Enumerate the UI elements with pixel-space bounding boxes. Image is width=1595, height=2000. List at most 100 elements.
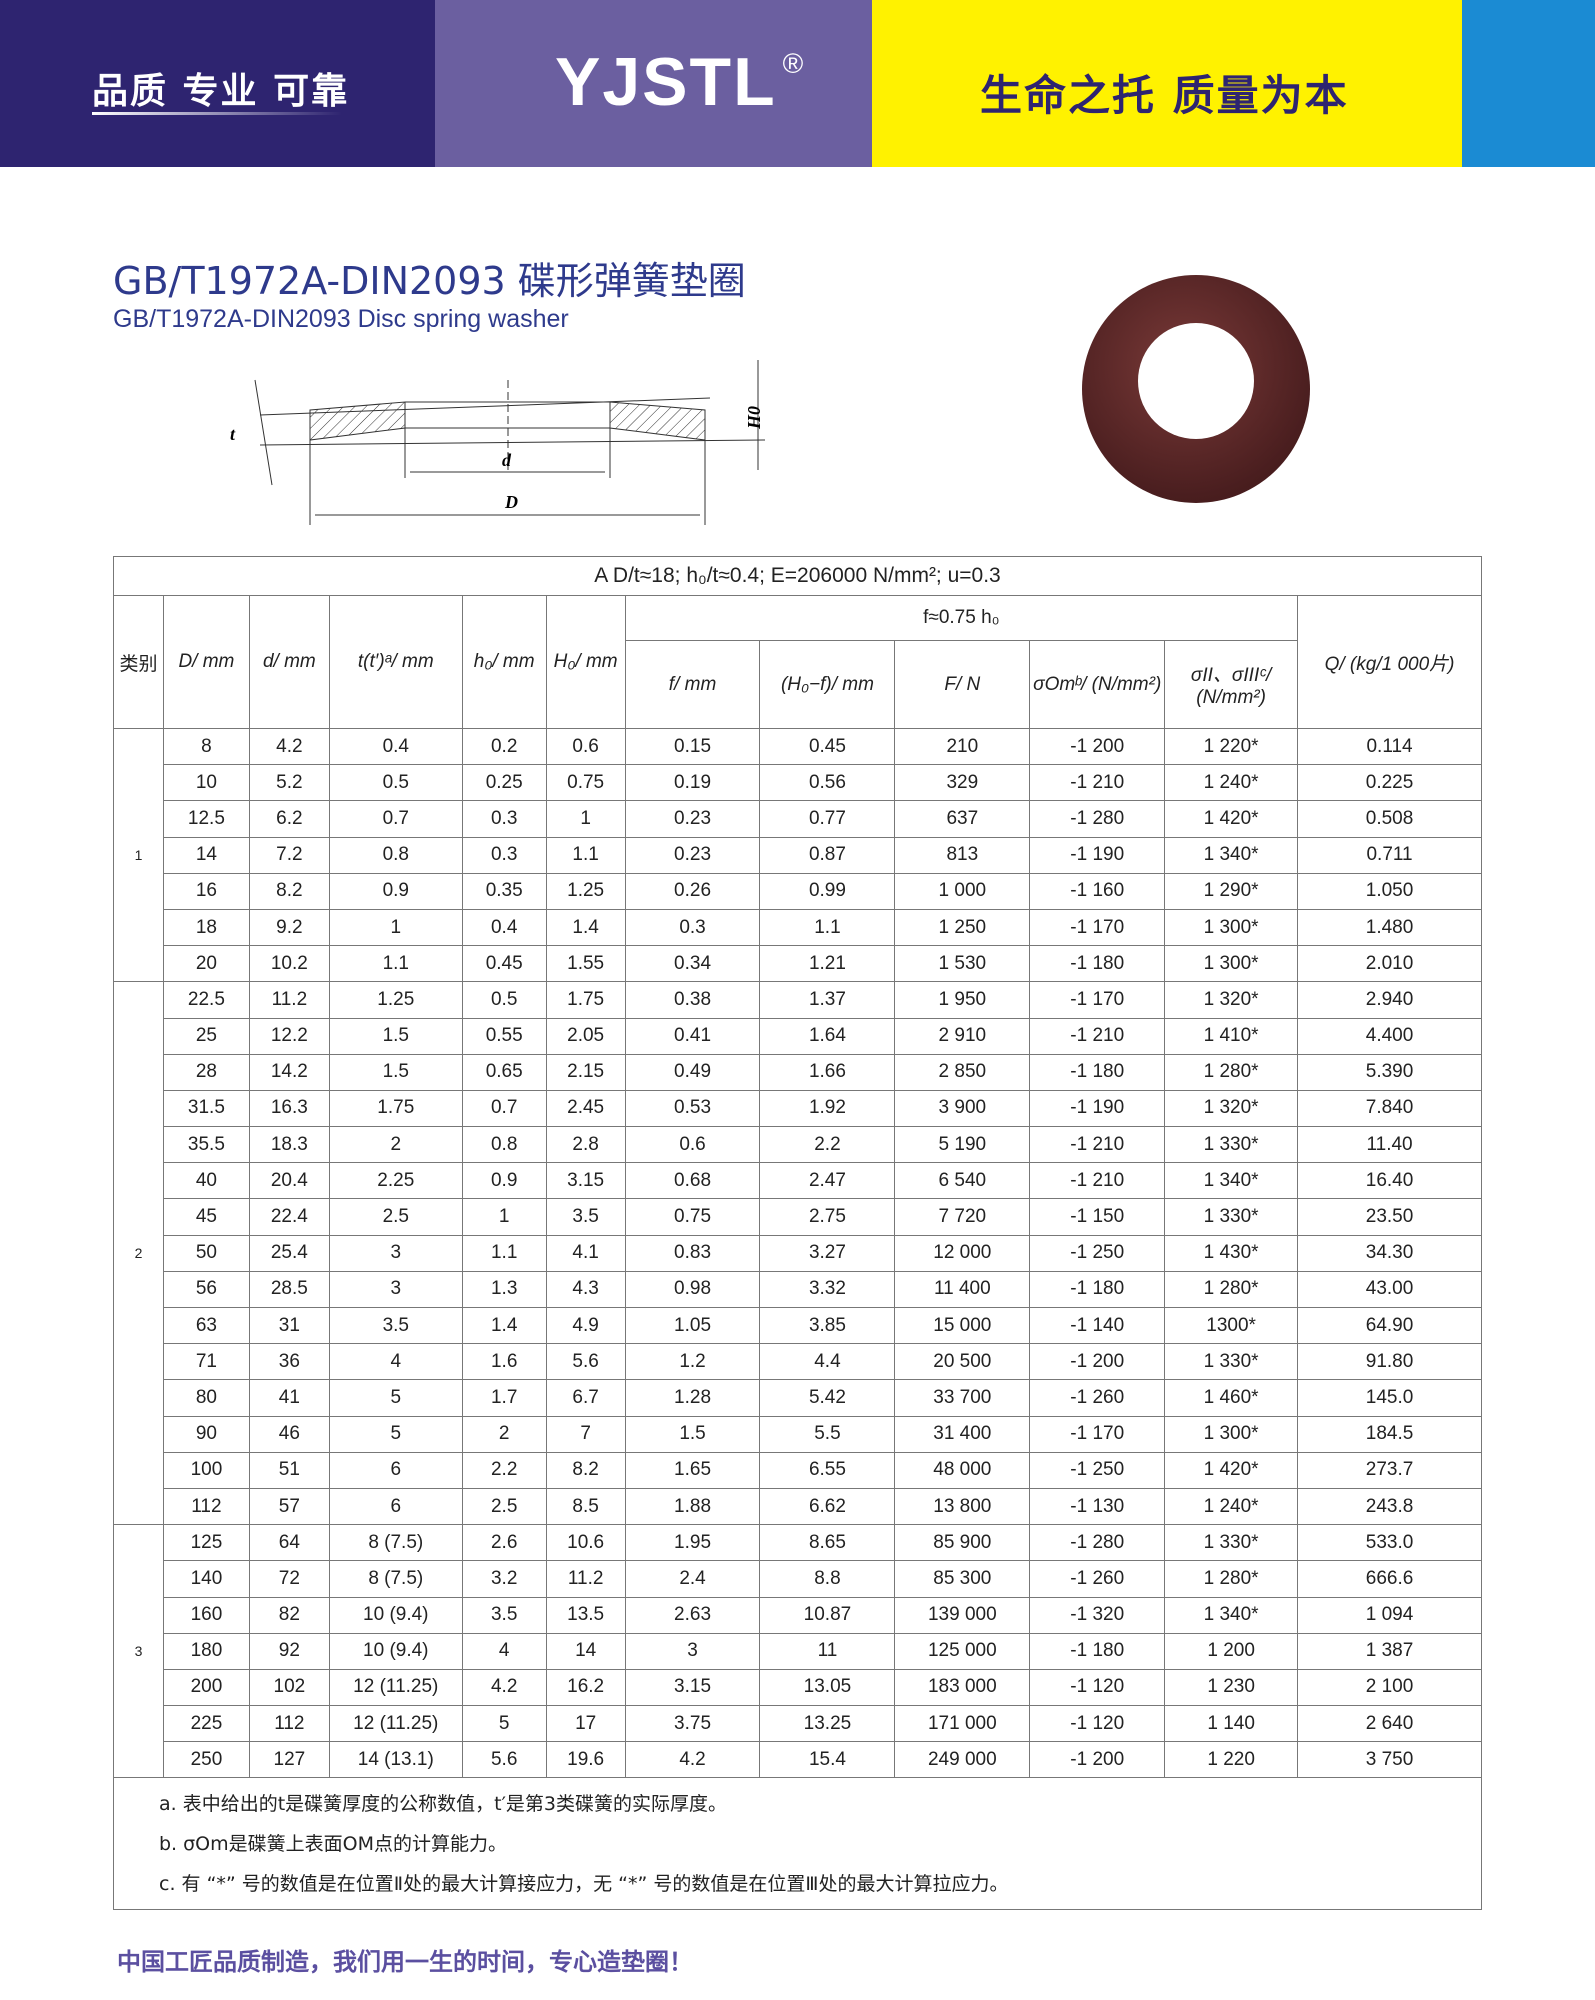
table-cell: 0.8 [461,1126,547,1164]
table-cell: 0.25 [461,764,547,802]
table-row: 63 31 3.5 1.4 4.9 1.05 3.85 15 000 -1 140 1300* 64… [114,1306,1482,1345]
col-header: D/ mm [162,595,250,729]
table-row: 14 7.2 0.8 0.3 1.1 0.23 0.87 813 -1 190 1 340* 0.7… [114,836,1482,874]
table-cell: 1.5 [624,1415,761,1453]
table-cell: 1 330* [1164,1524,1299,1562]
table-cell: 2.05 [545,1017,626,1055]
table-cell: 1.1 [759,908,896,947]
table-cell: 210 [894,727,1031,766]
table-cell: 1.7 [461,1379,547,1417]
table-cell: 2 640 [1297,1705,1482,1743]
table-cell: 0.508 [1297,800,1482,838]
table-row: 112 57 6 2.5 8.5 1.88 6.62 13 800 -1 130 1 240* 24… [114,1487,1482,1526]
table-cell: 12 (11.25) [328,1705,463,1743]
table-cell: 4.2 [248,727,330,766]
table-cell: 2.75 [759,1198,896,1236]
table-cell: 71 [162,1343,250,1381]
table-cell: 160 [162,1596,250,1634]
table-cell: 2.8 [545,1126,626,1164]
table-row: 71 36 4 1.6 5.6 1.2 4.4 20 500 -1 200 1 330* 91.80 [114,1343,1482,1381]
table-cell: -1 260 [1029,1560,1166,1598]
table-cell: 5.390 [1297,1053,1482,1091]
table-cell: 0.5 [328,764,463,802]
table-cell: 1 240* [1164,1487,1299,1526]
page-title: GB/T1972A-DIN2093 碟形弹簧垫圈 [113,259,746,303]
table-cell: 18.3 [248,1126,330,1164]
table-cell: 50 [162,1234,250,1272]
table-cell: 666.6 [1297,1560,1482,1598]
table-cell: 0.35 [461,872,547,910]
table-cell: 4 [461,1632,547,1670]
table-cell: 2 100 [1297,1668,1482,1707]
table-cell: 0.77 [759,800,896,838]
table-cell: 1 280* [1164,1560,1299,1598]
table-cell: 139 000 [894,1596,1031,1634]
header-band-purple [435,0,872,167]
table-row: 1 8 4.2 0.4 0.2 0.6 0.15 0.45 210 -1 200 1 220* 0.1… [113,727,1482,983]
table-cell: 5 [328,1415,463,1453]
table-cell: 56 [162,1270,250,1309]
table-cell: 2.2 [759,1126,896,1164]
table-cell: 13 800 [894,1487,1031,1526]
table-cell: 2.15 [545,1053,626,1091]
table-row: 10 5.2 0.5 0.25 0.75 0.19 0.56 329 -1 210 1 240* 0… [114,764,1482,802]
table-cell: 125 [162,1524,250,1562]
table-cell: 112 [162,1487,250,1526]
table-cell: 91.80 [1297,1343,1482,1381]
table-cell: 31 [248,1306,330,1345]
table-cell: 1.95 [624,1524,761,1562]
header-band-yellow [872,0,1462,167]
table-cell: 250 [162,1741,250,1779]
table-cell: 184.5 [1297,1415,1482,1453]
table-cell: 1.5 [328,1017,463,1055]
table-cell: 4.3 [545,1270,626,1309]
table-cell: 171 000 [894,1705,1031,1743]
col-header: σII、σIIIᶜ/ (N/mm²) [1164,640,1299,729]
table-cell: 1.5 [328,1053,463,1091]
table-cell: 0.6 [545,727,626,766]
table-cell: 0.5 [461,981,547,1019]
table-cell: 18 [162,908,250,947]
table-cell: 14.2 [248,1053,330,1091]
table-cell: 11.2 [545,1560,626,1598]
table-cell: 2.2 [461,1451,547,1489]
table-row: 28 14.2 1.5 0.65 2.15 0.49 1.66 2 850 -1 180 1 28… [114,1053,1482,1091]
table-cell: 15 000 [894,1306,1031,1345]
table-cell: 1 094 [1297,1596,1482,1634]
table-cell: 1 340* [1164,836,1299,874]
table-cell: -1 170 [1029,908,1166,947]
table-cell: 85 900 [894,1524,1031,1562]
footnotes: a. 表中给出的t是碟簧厚度的公称数值，t′是第3类碟簧的实际厚度。 b. σO… [113,1777,1482,1910]
header-band-blue [1462,0,1595,167]
table-cell: 1 340* [1164,1596,1299,1634]
table-cell: 45 [162,1198,250,1236]
table-cell: 125 000 [894,1632,1031,1670]
group-header: f≈0.75 h₀ [624,595,1299,641]
table-cell: 1 230 [1164,1668,1299,1707]
table-cell: 0.2 [461,727,547,766]
col-header: d/ mm [248,595,330,729]
table-cell: 0.38 [624,981,761,1019]
table-cell: 23.50 [1297,1198,1482,1236]
table-cell: 14 [545,1632,626,1670]
table-cell: 51 [248,1451,330,1489]
spec-table: A D/t≈18; h₀/t≈0.4; E=206000 N/mm²; u=0.… [113,556,1482,1779]
table-cell: 16.40 [1297,1162,1482,1200]
table-cell: 243.8 [1297,1487,1482,1526]
table-cell: 40 [162,1162,250,1200]
table-cell: 0.225 [1297,764,1482,802]
table-cell: -1 280 [1029,800,1166,838]
table-cell: 1 330* [1164,1343,1299,1381]
table-cell: 1.75 [545,981,626,1019]
table-cell: -1 180 [1029,1270,1166,1309]
table-cell: 2 [328,1126,463,1164]
table-cell: 0.7 [461,1089,547,1128]
table-cell: 1.050 [1297,872,1482,910]
table-cell: 4.400 [1297,1017,1482,1055]
table-cell: 1 000 [894,872,1031,910]
table-row: 56 28.5 3 1.3 4.3 0.98 3.32 11 400 -1 180 1 280* 4… [114,1270,1482,1309]
table-cell: 2.940 [1297,981,1482,1019]
table-cell: 1.88 [624,1487,761,1526]
table-cell: 10.2 [248,945,330,983]
table-cell: 0.114 [1297,727,1482,766]
